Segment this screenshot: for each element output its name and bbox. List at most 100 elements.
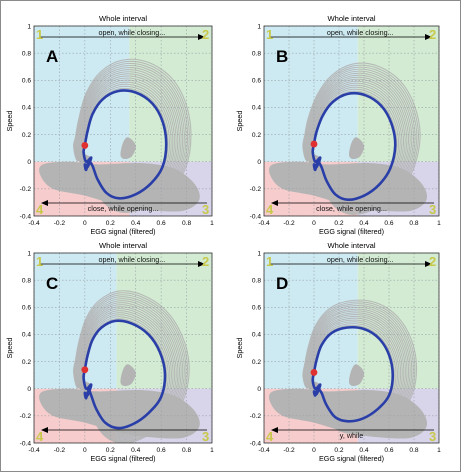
quadrant-number-1: 1 xyxy=(36,27,43,42)
x-tick-label: -0.2 xyxy=(283,447,295,454)
arrow-right-head xyxy=(425,34,432,40)
mean-trajectory-line xyxy=(82,89,168,200)
x-tick-label: 0.8 xyxy=(409,220,418,227)
quadrant-number-1: 1 xyxy=(36,254,43,269)
axes-box xyxy=(263,25,440,217)
x-tick-label: 0.4 xyxy=(131,447,140,454)
x-tick-label: -0.2 xyxy=(54,447,66,454)
y-tick-label: -0.2 xyxy=(20,413,32,420)
y-axis-label: Speed xyxy=(235,338,244,359)
quadrant-number-3: 3 xyxy=(429,202,436,217)
chart-title: Whole interval xyxy=(327,14,375,23)
x-tick-label: -0.2 xyxy=(283,220,295,227)
cloud-spur xyxy=(120,364,136,387)
x-tick-label: -0.4 xyxy=(258,447,270,454)
y-tick-label: 0.8 xyxy=(252,277,261,284)
y-tick-label: 0 xyxy=(27,159,31,166)
y-tick-label: -0.2 xyxy=(20,186,32,193)
y-tick-label: 1 xyxy=(257,23,261,30)
chart-title: Whole interval xyxy=(99,241,147,250)
y-tick-label: 1 xyxy=(257,250,261,257)
y-tick-label: 0 xyxy=(27,386,31,393)
x-tick-label: -0.2 xyxy=(54,220,66,227)
x-tick-label: 0.6 xyxy=(157,220,166,227)
x-tick-label: 0.6 xyxy=(157,447,166,454)
y-tick-label: 0.2 xyxy=(252,359,261,366)
start-point-marker xyxy=(310,140,318,148)
y-tick-label: 0.8 xyxy=(22,50,31,57)
annotation-top-text: open, while closing... xyxy=(99,28,166,37)
y-tick-label: -0.4 xyxy=(250,213,262,220)
mean-trajectory-line xyxy=(311,325,395,423)
panel-letter: B xyxy=(276,47,288,66)
arrow-left-head xyxy=(271,427,278,433)
x-tick-label: 0 xyxy=(312,447,316,454)
start-point-marker xyxy=(81,366,89,374)
annotation-bottom-text: y, while xyxy=(340,431,363,440)
x-tick-label: 1 xyxy=(437,447,441,454)
arrow-right-head xyxy=(198,261,205,267)
y-axis-label: Speed xyxy=(5,111,14,132)
y-tick-label: 0.6 xyxy=(22,78,31,85)
x-tick-label: 0.8 xyxy=(182,220,191,227)
start-point-marker xyxy=(310,369,318,376)
arrow-right-head xyxy=(425,261,432,267)
x-tick-label: 0.4 xyxy=(131,220,140,227)
y-axis-label: Speed xyxy=(5,338,14,359)
cloud-spur xyxy=(120,137,136,160)
x-tick-label: -0.4 xyxy=(28,220,40,227)
quadrant-number-2: 2 xyxy=(429,27,436,42)
y-tick-label: 0.4 xyxy=(22,105,31,112)
x-tick-label: -0.4 xyxy=(28,447,40,454)
y-tick-label: 0.4 xyxy=(252,332,261,339)
mean-trajectory-line xyxy=(82,319,167,430)
panel-letter: C xyxy=(46,274,58,293)
cloud-lower-mass xyxy=(269,388,428,439)
y-tick-label: 0.2 xyxy=(22,359,31,366)
x-tick-label: 0 xyxy=(83,447,87,454)
x-axis-label: EGG signal (filtered) xyxy=(90,454,155,463)
x-tick-label: 0 xyxy=(83,220,87,227)
y-tick-label: -0.4 xyxy=(20,213,32,220)
quadrant-number-2: 2 xyxy=(202,27,209,42)
quadrant-number-1: 1 xyxy=(266,27,273,42)
arrow-left-head xyxy=(41,427,48,433)
x-tick-label: 0.4 xyxy=(359,447,368,454)
y-tick-label: 0.8 xyxy=(22,277,31,284)
x-tick-label: 0.2 xyxy=(334,220,343,227)
panel-a: open, while closing... close, while openi… xyxy=(5,14,214,236)
panel-letter: A xyxy=(46,47,58,66)
x-tick-label: 0 xyxy=(312,220,316,227)
y-tick-label: 0.2 xyxy=(22,132,31,139)
x-tick-label: 0.6 xyxy=(384,220,393,227)
quadrant-number-4: 4 xyxy=(266,429,274,444)
y-tick-label: -0.4 xyxy=(20,440,32,447)
x-axis-label: EGG signal (filtered) xyxy=(90,227,155,236)
annotation-top-text: open, while closing... xyxy=(327,28,394,37)
quadrant-number-4: 4 xyxy=(36,429,44,444)
x-tick-label: 0.4 xyxy=(359,220,368,227)
y-axis-label: Speed xyxy=(235,111,244,132)
x-tick-label: -0.4 xyxy=(258,220,270,227)
y-tick-label: -0.2 xyxy=(250,413,262,420)
x-tick-label: 0.2 xyxy=(106,220,115,227)
x-tick-label: 0.2 xyxy=(106,447,115,454)
y-tick-label: 1 xyxy=(27,23,31,30)
y-tick-label: 0.6 xyxy=(252,78,261,85)
y-tick-label: 0 xyxy=(257,159,261,166)
x-tick-label: 0.6 xyxy=(384,447,393,454)
quadrant-number-2: 2 xyxy=(429,254,436,269)
quadrant-number-3: 3 xyxy=(429,429,436,444)
cloud-spur xyxy=(348,364,365,387)
x-tick-label: 1 xyxy=(437,220,441,227)
quadrant-number-3: 3 xyxy=(202,202,209,217)
x-axis-label: EGG signal (filtered) xyxy=(319,454,384,463)
quadrant-number-3: 3 xyxy=(202,429,209,444)
mean-trajectory-line xyxy=(311,91,397,202)
arrow-left-head xyxy=(271,200,278,206)
x-tick-label: 0.8 xyxy=(182,447,191,454)
y-tick-label: 0.2 xyxy=(252,132,261,139)
x-tick-label: 0.8 xyxy=(409,447,418,454)
